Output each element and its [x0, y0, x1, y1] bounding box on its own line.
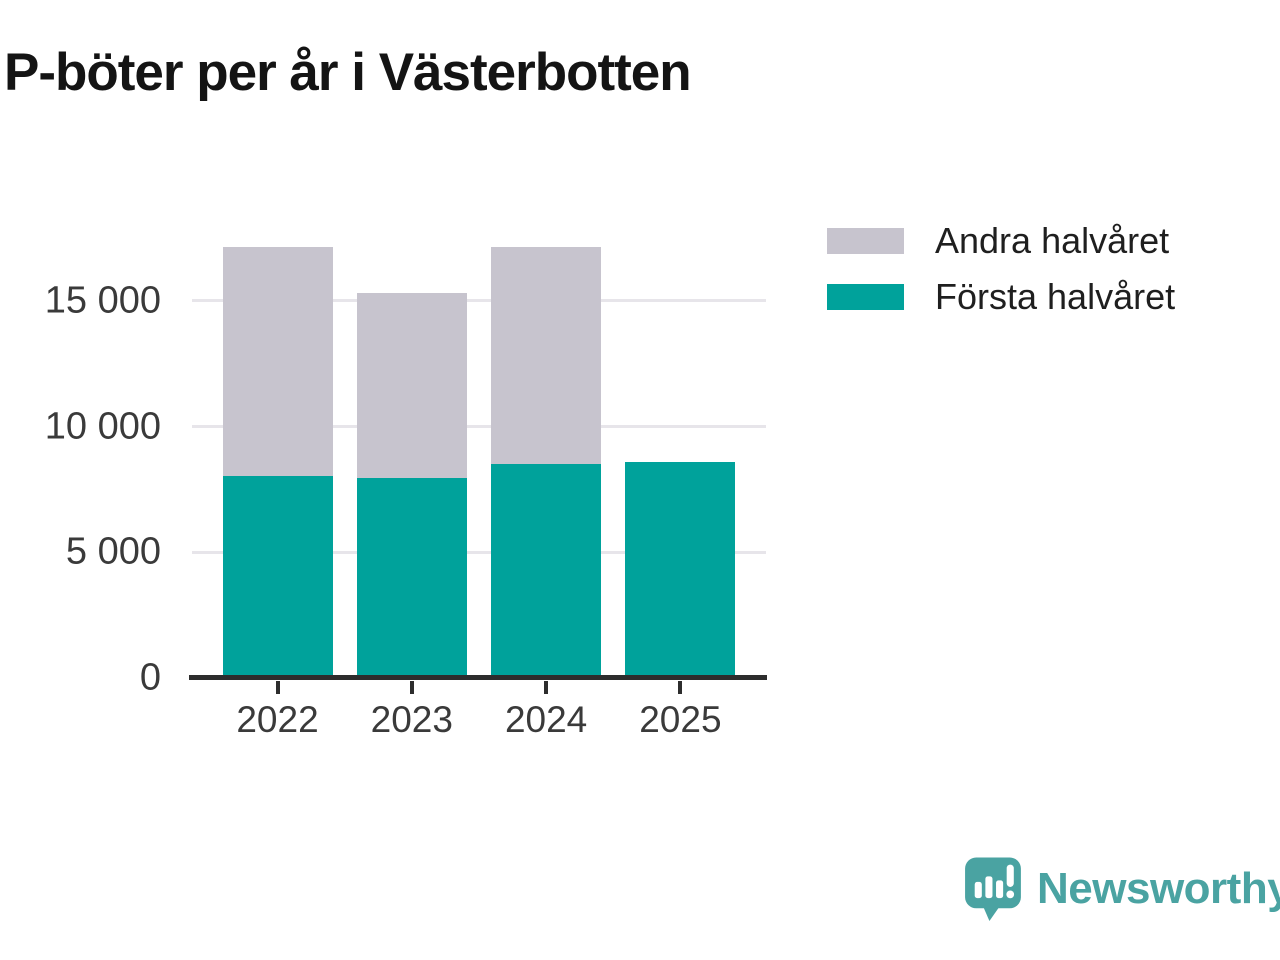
x-tick-label-2025: 2025 — [639, 699, 722, 740]
bar-2022-segment-andra — [222, 246, 333, 476]
legend: Andra halvåret Första halvåret — [827, 219, 1176, 334]
gridline-15000 — [192, 299, 766, 303]
bar-2022-segment-första — [222, 475, 333, 678]
x-axis-line — [189, 675, 767, 680]
bar-2025-segment-första — [625, 461, 736, 678]
newsworthy-wordmark: Newsworthy — [1037, 863, 1280, 913]
gridline-5000 — [192, 550, 766, 554]
bar-2024-segment-andra — [491, 246, 602, 465]
legend-label-andra: Andra halvåret — [935, 219, 1170, 261]
x-axis-tick-2023 — [409, 681, 414, 694]
legend-swatch-andra — [827, 227, 904, 254]
bar-2023-segment-första — [356, 478, 467, 678]
gridline-10000 — [192, 425, 766, 429]
x-tick-label-2024: 2024 — [504, 699, 588, 740]
newsworthy-logo: Newsworthy — [963, 855, 1280, 922]
x-axis-tick-2022 — [275, 681, 280, 694]
legend-label-forsta: Första halvåret — [935, 275, 1176, 317]
chart-title: P-böter per år i Västerbotten — [4, 43, 692, 102]
x-axis-tick-2025 — [678, 681, 683, 694]
x-tick-label-2022: 2022 — [236, 699, 319, 740]
legend-item-forsta-halvaret: Första halvåret — [827, 275, 1176, 317]
x-axis-tick-2024 — [544, 681, 549, 694]
y-tick-label-10000: 10 000 — [44, 405, 161, 448]
y-tick-label-15000: 15 000 — [44, 279, 161, 322]
legend-swatch-forsta — [827, 283, 904, 310]
legend-item-andra-halvaret: Andra halvåret — [827, 219, 1175, 261]
y-tick-label-0: 0 — [139, 656, 161, 699]
y-axis-labels: 0 5 000 10 000 15 000 — [0, 238, 161, 698]
x-tick-label-2023: 2023 — [370, 699, 453, 740]
plot-area: 2022 2023 2024 2025 — [189, 238, 767, 740]
bar-2024-segment-första — [491, 464, 602, 678]
y-tick-label-5000: 5 000 — [65, 530, 161, 573]
newsworthy-logo-icon — [965, 857, 1021, 921]
bar-2023-segment-andra — [356, 293, 467, 479]
